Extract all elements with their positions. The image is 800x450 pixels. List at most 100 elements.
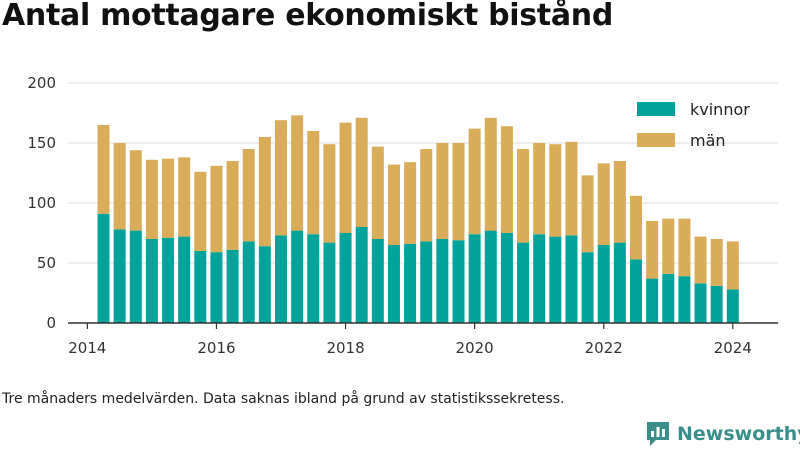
bar-man <box>694 236 707 284</box>
bar-man <box>178 157 191 237</box>
x-tick-label: 2016 <box>197 339 235 357</box>
bar-man <box>291 115 304 231</box>
bar-kvinnor <box>387 245 400 323</box>
bar-kvinnor <box>97 213 110 323</box>
bar-man <box>113 143 126 230</box>
bar-man <box>484 117 497 231</box>
bar-man <box>387 164 400 245</box>
bar-man <box>726 241 739 290</box>
bar-kvinnor <box>694 283 707 323</box>
bar-man <box>371 146 384 239</box>
bar-kvinnor <box>113 229 126 323</box>
bar-kvinnor <box>194 251 207 323</box>
bar-kvinnor <box>533 234 546 323</box>
bar-man <box>194 171 207 251</box>
bar-man <box>517 149 530 243</box>
bar-kvinnor <box>613 242 626 323</box>
bar-kvinnor <box>597 245 610 323</box>
bar-man <box>258 137 271 247</box>
bar-kvinnor <box>662 273 675 323</box>
bar-man <box>226 161 239 250</box>
bar-kvinnor <box>323 242 336 323</box>
brand-name: Newsworthy <box>677 423 800 445</box>
bar-man <box>549 144 562 237</box>
bar-kvinnor <box>371 239 384 323</box>
bar-kvinnor <box>307 234 320 323</box>
y-tick-label: 150 <box>27 134 56 152</box>
bar-man <box>452 143 465 241</box>
bar-kvinnor <box>630 259 642 323</box>
bar-kvinnor <box>355 227 368 323</box>
bar-man <box>242 149 255 242</box>
bar-man <box>678 218 691 277</box>
bar-man <box>565 141 578 236</box>
bar-man <box>162 158 175 238</box>
bar-kvinnor <box>646 278 659 323</box>
x-tick-label: 2020 <box>456 339 494 357</box>
bar-kvinnor <box>275 235 287 323</box>
bar-man <box>581 175 594 253</box>
bar-man <box>646 221 659 279</box>
bar-kvinnor <box>145 239 158 323</box>
y-tick-label: 50 <box>37 254 56 272</box>
y-tick-label: 0 <box>46 314 56 332</box>
bar-kvinnor <box>162 237 175 323</box>
bar-kvinnor <box>242 241 255 323</box>
bar-man <box>404 162 417 244</box>
chart-title: Antal mottagare ekonomiskt bistånd <box>2 0 614 33</box>
bar-man <box>436 143 449 239</box>
bar-kvinnor <box>710 285 723 323</box>
bar-kvinnor <box>549 236 562 323</box>
bar-kvinnor <box>726 289 739 323</box>
bar-man <box>662 218 675 274</box>
bar-kvinnor <box>452 240 465 323</box>
bar-kvinnor <box>226 249 239 323</box>
bars <box>97 115 739 323</box>
bar-man <box>533 143 546 235</box>
bar-kvinnor <box>420 241 433 323</box>
bar-kvinnor <box>517 242 530 323</box>
legend-swatch-man <box>637 133 675 147</box>
bar-kvinnor <box>129 230 142 323</box>
legend-label-kvinnor: kvinnor <box>690 100 750 119</box>
bar-man <box>210 165 223 253</box>
newsworthy-logo-icon <box>647 422 669 446</box>
x-tick-label: 2024 <box>714 339 752 357</box>
y-tick-label: 200 <box>27 74 56 92</box>
bar-kvinnor <box>565 235 578 323</box>
bar-kvinnor <box>436 239 449 323</box>
bar-kvinnor <box>339 233 352 323</box>
bar-kvinnor <box>484 230 497 323</box>
bar-man <box>613 161 626 243</box>
bar-man <box>323 144 336 243</box>
bar-man <box>339 122 352 233</box>
legend: kvinnor män <box>637 100 750 150</box>
x-tick-label: 2022 <box>585 339 623 357</box>
bar-man <box>275 120 287 236</box>
legend-swatch-kvinnor <box>637 102 675 116</box>
bar-kvinnor <box>678 276 691 323</box>
bar-kvinnor <box>178 236 191 323</box>
bar-man <box>468 128 481 235</box>
bar-kvinnor <box>210 252 223 323</box>
bar-kvinnor <box>468 234 481 323</box>
bar-kvinnor <box>258 246 271 323</box>
bar-man <box>597 163 610 245</box>
bar-man <box>420 149 433 242</box>
bar-man <box>97 125 110 214</box>
bar-man <box>500 126 513 233</box>
brand: Newsworthy <box>645 420 800 448</box>
bar-kvinnor <box>291 230 304 323</box>
bar-man <box>307 131 320 235</box>
footnote: Tre månaders medelvärden. Data saknas ib… <box>2 391 565 407</box>
legend-label-man: män <box>690 131 726 150</box>
bar-man <box>710 239 723 286</box>
bar-kvinnor <box>404 243 417 323</box>
bar-kvinnor <box>581 252 594 323</box>
bar-man <box>630 195 642 260</box>
bar-man <box>145 159 158 239</box>
bar-kvinnor <box>500 233 513 323</box>
bar-man <box>355 117 368 227</box>
y-tick-label: 100 <box>27 194 56 212</box>
y-axis: 0 50 100 150 200 <box>27 74 56 332</box>
